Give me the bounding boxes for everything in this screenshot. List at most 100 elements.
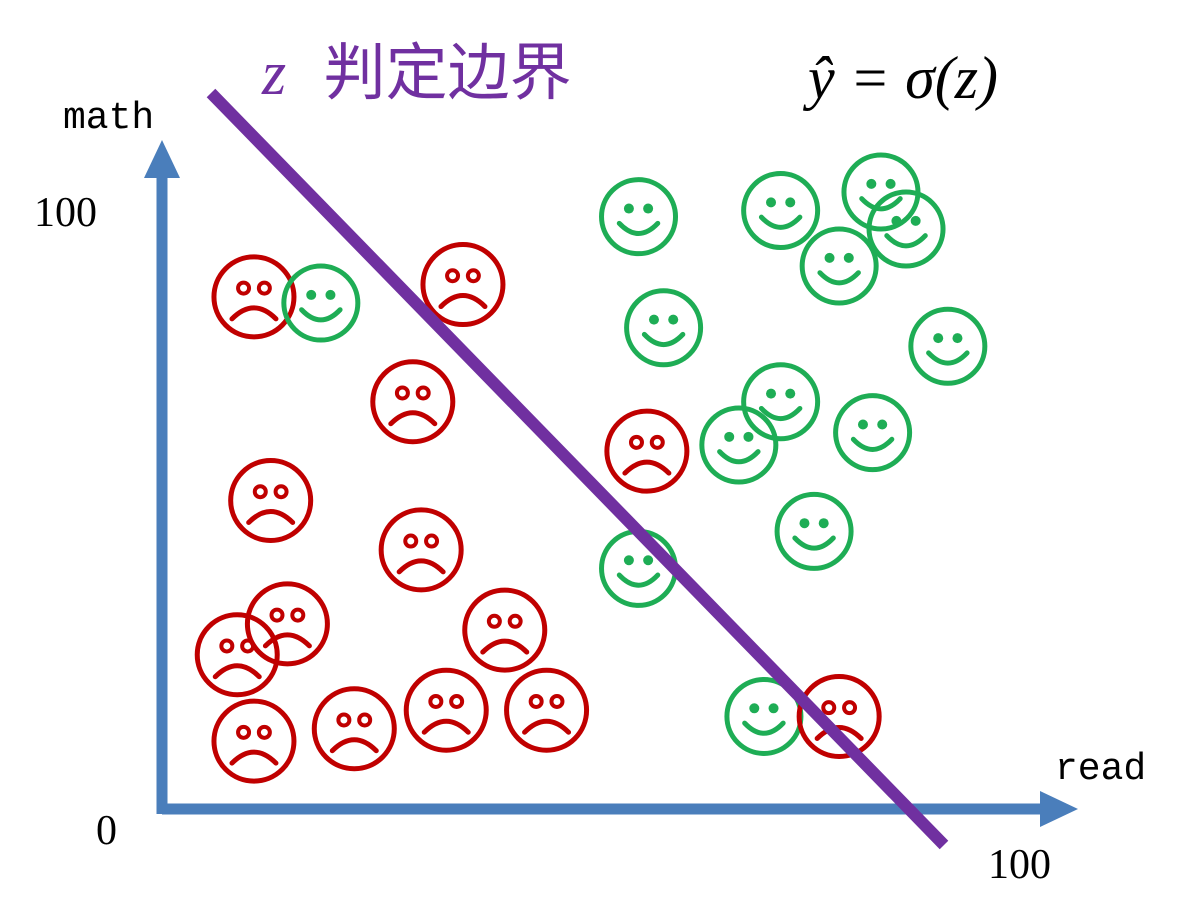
face-eye xyxy=(259,727,270,738)
face-frown xyxy=(483,641,527,652)
face-eye xyxy=(451,696,462,707)
face-outline xyxy=(406,670,486,750)
face-outline xyxy=(381,510,461,590)
face-smile xyxy=(761,408,799,418)
face-outline xyxy=(602,531,676,605)
face-smile xyxy=(302,310,340,320)
face-outline xyxy=(744,174,818,248)
face-eye xyxy=(643,204,653,214)
face-eye xyxy=(292,610,303,621)
face-outline xyxy=(911,309,985,383)
boundary-title: z 判定边界 xyxy=(261,36,572,109)
face-eye xyxy=(468,270,479,281)
face-outline xyxy=(507,670,587,750)
face-eye xyxy=(749,703,759,713)
face-eye xyxy=(724,432,734,442)
face-eye xyxy=(952,333,962,343)
face-eye xyxy=(405,536,416,547)
face-smile xyxy=(853,439,891,449)
face-frown xyxy=(441,296,485,307)
face-outline xyxy=(423,245,503,325)
face-eye xyxy=(631,437,642,448)
boundary-title-text: 判定边界 xyxy=(324,36,572,109)
y-axis-label: math xyxy=(63,97,154,140)
face-eye xyxy=(489,616,500,627)
face-eye xyxy=(668,315,678,325)
y-axis-arrowhead xyxy=(144,140,180,178)
face-eye xyxy=(766,389,776,399)
face-eye xyxy=(799,518,809,528)
face-eye xyxy=(785,197,795,207)
face-eye xyxy=(430,696,441,707)
happy-face xyxy=(702,408,776,482)
face-eye xyxy=(743,432,753,442)
origin-label: 0 xyxy=(96,808,117,854)
happy-face xyxy=(744,174,818,248)
y-max-tick-label: 100 xyxy=(34,190,97,236)
happy-face xyxy=(836,396,910,470)
sad-face xyxy=(214,701,294,781)
face-eye xyxy=(823,702,834,713)
happy-face xyxy=(911,309,985,383)
face-frown xyxy=(249,512,293,523)
sad-face xyxy=(231,461,311,541)
face-eye xyxy=(242,640,253,651)
face-eye xyxy=(825,253,835,263)
face-smile xyxy=(887,236,925,246)
happy-face xyxy=(777,494,851,568)
face-eye xyxy=(769,703,779,713)
face-frown xyxy=(525,721,569,732)
face-outline xyxy=(602,180,676,254)
face-eye xyxy=(238,727,249,738)
face-outline xyxy=(607,411,687,491)
face-eye xyxy=(911,216,921,226)
face-eye xyxy=(338,714,349,725)
sad-face xyxy=(406,670,486,750)
happy-face xyxy=(627,291,701,365)
face-eye xyxy=(877,419,887,429)
face-outline xyxy=(777,494,851,568)
boundary-title-z: z xyxy=(261,40,286,108)
face-outline xyxy=(465,590,545,670)
face-eye xyxy=(418,387,429,398)
face-frown xyxy=(215,666,259,677)
face-outline xyxy=(373,362,453,442)
face-smile xyxy=(619,223,657,233)
face-eye xyxy=(844,253,854,263)
face-eye xyxy=(255,486,266,497)
face-outline xyxy=(744,365,818,439)
face-smile xyxy=(929,353,967,363)
face-frown xyxy=(232,308,276,319)
sad-face xyxy=(465,590,545,670)
face-eye xyxy=(397,387,408,398)
face-frown xyxy=(399,561,443,572)
face-eye xyxy=(325,290,335,300)
face-outline xyxy=(314,689,394,769)
happy-face xyxy=(802,229,876,303)
face-outline xyxy=(214,701,294,781)
sad-face xyxy=(423,245,503,325)
sad-face xyxy=(381,510,461,590)
face-smile xyxy=(761,217,799,227)
face-frown xyxy=(232,752,276,763)
sad-face xyxy=(607,411,687,491)
face-eye xyxy=(259,283,270,294)
face-eye xyxy=(844,702,855,713)
face-smile xyxy=(644,334,682,344)
face-eye xyxy=(819,518,829,528)
face-eye xyxy=(766,197,776,207)
face-eye xyxy=(649,315,659,325)
face-smile xyxy=(619,575,657,585)
face-outline xyxy=(836,396,910,470)
sad-face xyxy=(373,362,453,442)
face-eye xyxy=(624,555,634,565)
face-eye xyxy=(858,419,868,429)
face-smile xyxy=(720,452,758,462)
face-eye xyxy=(551,696,562,707)
sad-face xyxy=(507,670,587,750)
face-frown xyxy=(391,413,435,424)
face-eye xyxy=(272,610,283,621)
face-eye xyxy=(785,389,795,399)
x-axis-label: read xyxy=(1055,748,1146,791)
